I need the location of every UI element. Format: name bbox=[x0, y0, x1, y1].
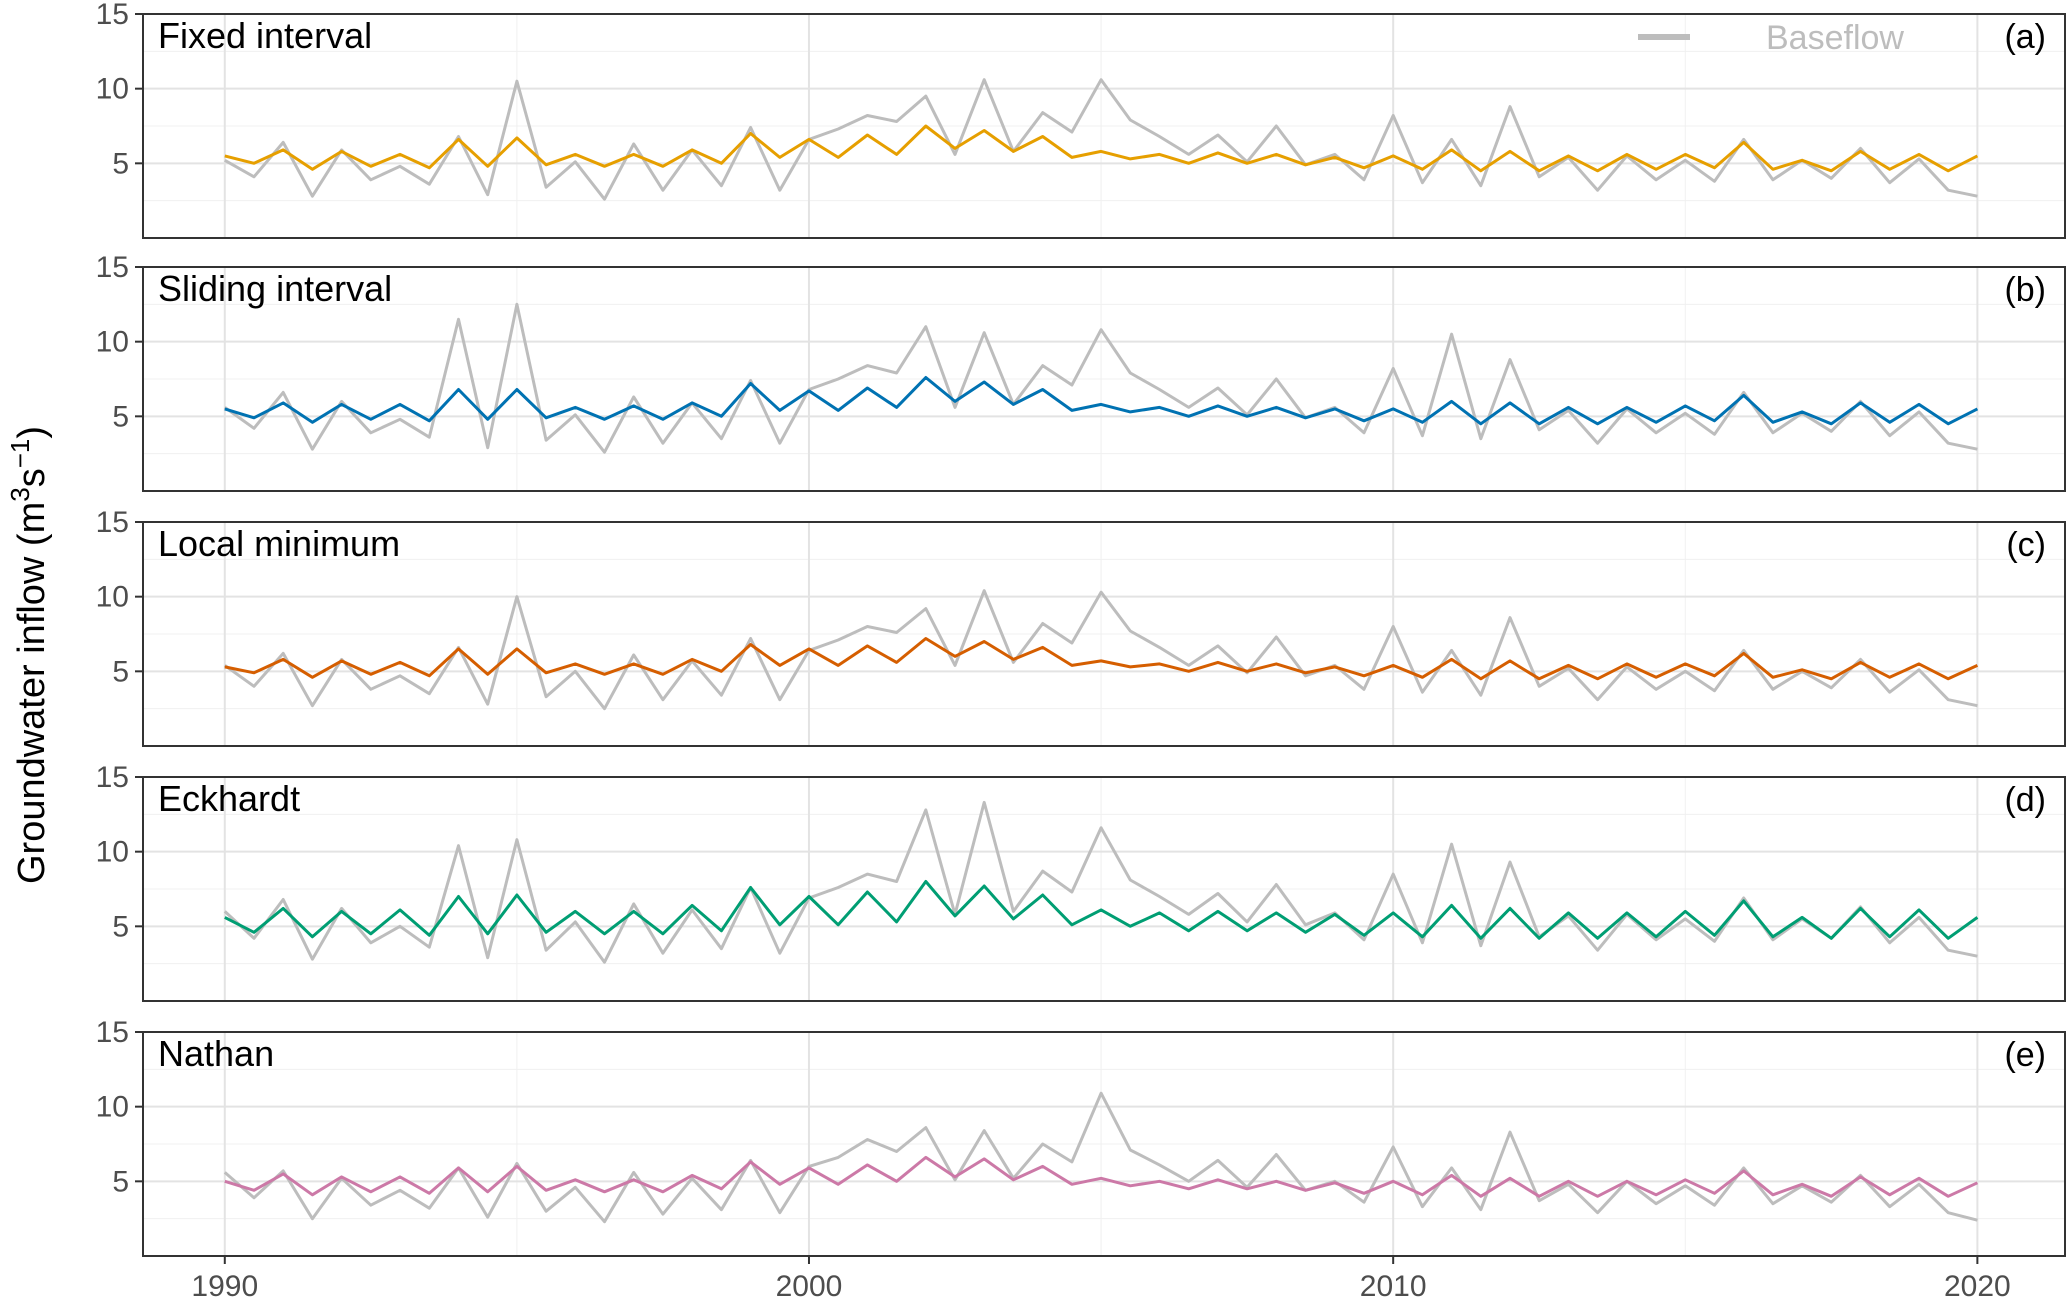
y-axis-title-sup-minus1: −1 bbox=[5, 439, 35, 469]
panel-border bbox=[142, 266, 2066, 492]
panel-tag: (e) bbox=[2004, 1036, 2046, 1074]
x-tick-label: 1990 bbox=[191, 1270, 258, 1303]
legend-label-baseflow: Baseflow bbox=[1766, 19, 1904, 57]
panel-title: Fixed interval bbox=[158, 15, 372, 56]
y-tick-label: 10 bbox=[96, 73, 129, 106]
series-line-baseflow bbox=[223, 1091, 1978, 1224]
panel-tag: (b) bbox=[2004, 271, 2046, 309]
y-tick-label: 5 bbox=[112, 400, 129, 433]
y-axis-title-close: ) bbox=[11, 426, 53, 439]
panel-border bbox=[142, 1031, 2066, 1257]
series-line-baseflow bbox=[224, 78, 1978, 201]
series-line-nathan bbox=[224, 1155, 1979, 1198]
y-tick-label: 5 bbox=[112, 910, 129, 943]
panel-tag: (a) bbox=[2004, 18, 2046, 56]
x-axis: 1990 2000 2010 2020 bbox=[191, 1256, 2011, 1303]
series-line-eckhardt bbox=[224, 880, 1979, 940]
series-line-baseflow bbox=[223, 589, 1978, 711]
y-tick-label: 15 bbox=[96, 251, 129, 284]
y-axis-title: Groundwater inflow (m3s−1) bbox=[5, 426, 53, 884]
panel-tag: (c) bbox=[2006, 526, 2046, 564]
panel-border bbox=[142, 521, 2066, 747]
panel-title: Nathan bbox=[158, 1033, 274, 1074]
series-line-baseflow bbox=[223, 302, 1978, 454]
series-line-local-minimum bbox=[224, 637, 1979, 681]
series-line-baseflow bbox=[223, 800, 1978, 964]
y-tick-label: 5 bbox=[112, 1165, 129, 1198]
y-tick-label: 15 bbox=[96, 761, 129, 794]
y-axis-title-sup-3: 3 bbox=[5, 487, 35, 501]
panel-5: 5 10 15 Nathan (e) bbox=[96, 1016, 2066, 1257]
y-tick-label: 15 bbox=[96, 1016, 129, 1049]
panel-1: 5 10 15 Fixed interval (a) Baseflow bbox=[96, 0, 2066, 239]
panel-tag: (d) bbox=[2004, 781, 2046, 819]
y-tick-label: 10 bbox=[96, 581, 129, 614]
y-tick-label: 5 bbox=[112, 147, 129, 180]
y-tick-label: 10 bbox=[96, 1091, 129, 1124]
y-tick-label: 15 bbox=[96, 506, 129, 539]
x-tick-label: 2010 bbox=[1360, 1270, 1427, 1303]
series-line-sliding-interval bbox=[224, 376, 1979, 426]
series-line-fixed-interval bbox=[224, 124, 1979, 173]
y-tick-label: 5 bbox=[112, 655, 129, 688]
panel-border bbox=[142, 776, 2066, 1002]
y-axis-title-base: Groundwater inflow (m bbox=[11, 502, 53, 884]
panel-title: Local minimum bbox=[158, 523, 400, 564]
panel-border bbox=[142, 13, 2066, 239]
panel-4: 5 10 15 Eckhardt (d) bbox=[96, 761, 2066, 1002]
x-tick-label: 2020 bbox=[1944, 1270, 2011, 1303]
y-tick-label: 15 bbox=[96, 0, 129, 31]
panels: 5 10 15 Fixed interval (a) Baseflow 5 10 15 Slidi… bbox=[96, 0, 2066, 1257]
y-axis-title-s: s bbox=[11, 468, 53, 487]
y-tick-label: 10 bbox=[96, 326, 129, 359]
panel-title: Eckhardt bbox=[158, 778, 300, 819]
panel-title: Sliding interval bbox=[158, 268, 392, 309]
panel-3: 5 10 15 Local minimum (c) bbox=[96, 506, 2066, 747]
panel-2: 5 10 15 Sliding interval (b) bbox=[96, 251, 2066, 492]
y-tick-label: 10 bbox=[96, 836, 129, 869]
x-tick-label: 2000 bbox=[776, 1270, 843, 1303]
legend: Baseflow bbox=[1638, 19, 1904, 57]
